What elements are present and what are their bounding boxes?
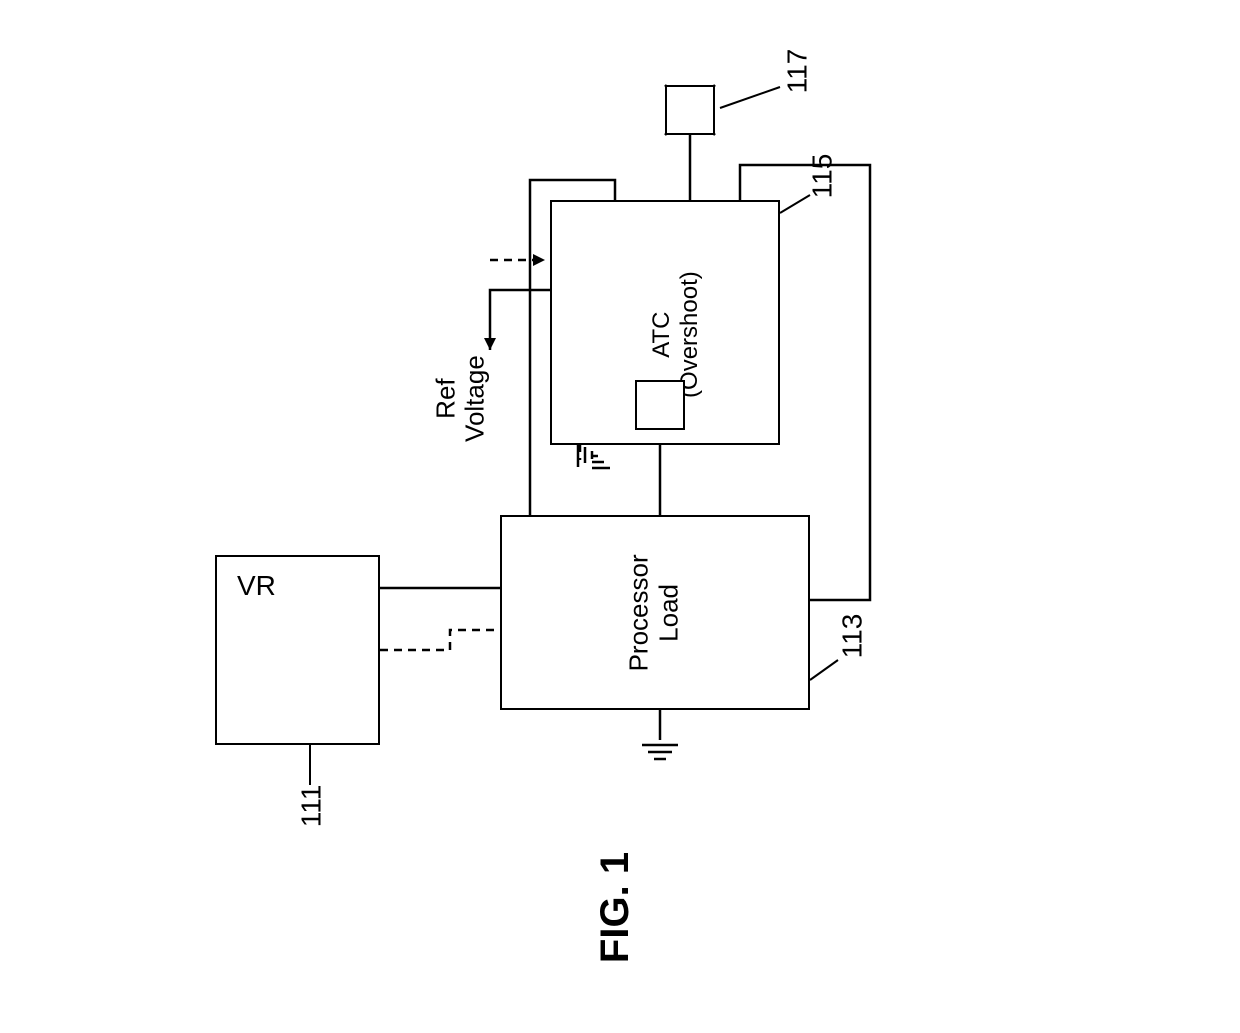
figure-title: FIG. 1	[593, 852, 638, 963]
vr-block: VR	[215, 555, 380, 745]
ground-small	[592, 456, 610, 468]
ref-voltage-label: Ref Voltage	[431, 339, 488, 459]
atc-label-2: (Overshoot)	[675, 271, 702, 398]
proc-label-1: Processor	[624, 554, 654, 671]
ref-111: 111	[295, 785, 327, 828]
proc-label-2: Load	[654, 584, 684, 642]
vr-label: VR	[237, 569, 276, 603]
ref-voltage-text: Ref Voltage	[430, 355, 489, 442]
ref-117: 117	[781, 49, 813, 94]
ref-115: 115	[806, 154, 838, 199]
supply-box	[665, 85, 715, 135]
atc-label-1: ATC	[648, 311, 675, 357]
ref-voltage-arrowhead	[533, 254, 545, 266]
atc-out-arrow	[490, 290, 550, 350]
ground-processor	[642, 745, 678, 759]
leader-113	[810, 660, 838, 680]
processor-block: Processor Load	[500, 515, 810, 710]
ref-113: 113	[836, 614, 868, 659]
leader-117	[720, 87, 780, 108]
inner-small-box	[635, 380, 685, 430]
wire-vr-proc-dashed	[380, 630, 500, 650]
